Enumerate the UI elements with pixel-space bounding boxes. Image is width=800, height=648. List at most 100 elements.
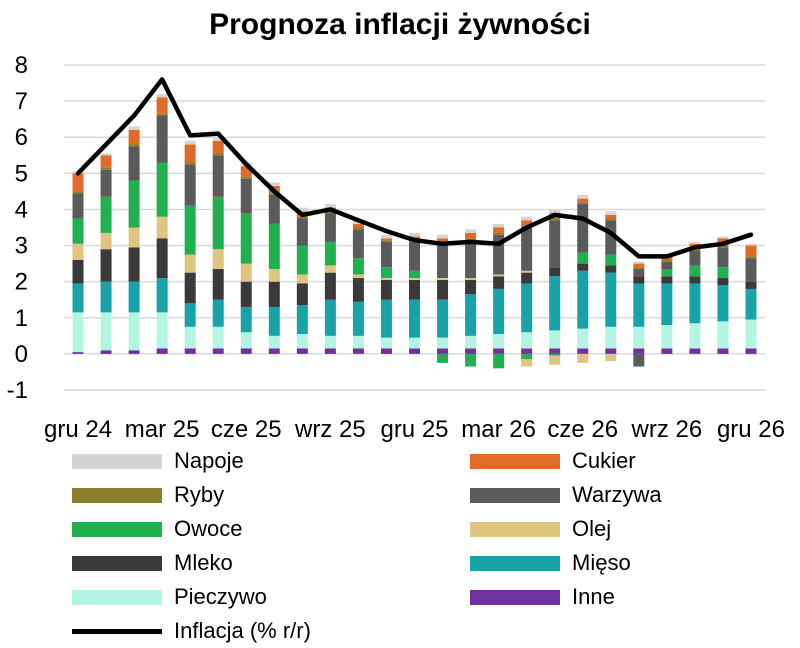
bar-negative-segment-olej bbox=[521, 359, 533, 367]
bar-segment-pieczywo bbox=[268, 335, 280, 349]
bar-segment-inne bbox=[240, 348, 252, 354]
bar-segment-inne bbox=[352, 348, 364, 354]
bar-segment-inne bbox=[128, 350, 140, 354]
bar-segment-mięso bbox=[324, 299, 336, 336]
bar-segment-warzywa bbox=[521, 227, 533, 271]
bar-segment-pieczywo bbox=[549, 330, 561, 349]
y-tick-label: 5 bbox=[15, 160, 28, 187]
bar-negative-segment-olej bbox=[549, 355, 561, 365]
bar-segment-mięso bbox=[577, 270, 589, 329]
bar-segment-owoce bbox=[156, 162, 168, 217]
y-tick-label: 7 bbox=[15, 88, 28, 115]
bar-segment-inne bbox=[521, 348, 533, 354]
bar-segment-pieczywo bbox=[437, 337, 449, 349]
bar-segment-napoje bbox=[156, 93, 168, 98]
bar-segment-ryby bbox=[100, 167, 112, 170]
bar-segment-olej bbox=[184, 254, 196, 273]
bar-segment-mięso bbox=[549, 276, 561, 331]
chart-title: Prognoza inflacji żywności bbox=[209, 8, 591, 41]
bar-segment-pieczywo bbox=[493, 334, 505, 349]
bar-segment-warzywa bbox=[493, 234, 505, 275]
bar-segment-warzywa bbox=[409, 241, 420, 271]
legend-item-pieczywo: Pieczywo bbox=[72, 582, 267, 612]
legend-swatch bbox=[470, 589, 560, 605]
bar-segment-napoje bbox=[296, 207, 308, 212]
bar-segment-inne bbox=[633, 348, 645, 354]
bar-segment-olej bbox=[100, 232, 112, 250]
bar-segment-ryby bbox=[296, 216, 308, 219]
bar-segment-olej bbox=[212, 249, 224, 270]
x-tick-label: cze 26 bbox=[547, 416, 618, 443]
bar-segment-warzywa bbox=[128, 146, 140, 181]
bar-segment-mięso bbox=[240, 306, 252, 333]
legend-label: Inflacja (% r/r) bbox=[174, 618, 311, 643]
legend-item-inflacja: Inflacja (% r/r) bbox=[72, 616, 311, 646]
bar-segment-mięso bbox=[633, 283, 645, 327]
legend-label: Ryby bbox=[174, 482, 225, 507]
bar-segment-ryby bbox=[240, 176, 252, 179]
bar-segment-owoce bbox=[268, 223, 280, 270]
bar-segment-mleko bbox=[380, 279, 392, 300]
bar-negative-segment-owoce bbox=[437, 353, 449, 363]
bar-segment-pieczywo bbox=[352, 335, 364, 349]
bar-segment-pieczywo bbox=[717, 321, 729, 349]
bar-segment-mleko bbox=[352, 278, 364, 302]
bar-segment-warzywa bbox=[100, 169, 112, 197]
bar-segment-inne bbox=[72, 352, 84, 354]
bar-segment-warzywa bbox=[689, 250, 701, 266]
bar-segment-warzywa bbox=[465, 240, 477, 279]
bar-segment-mleko bbox=[409, 279, 420, 300]
legend-item-cukier: Cukier bbox=[470, 446, 636, 476]
bar-segment-napoje bbox=[324, 204, 336, 208]
bar-segment-napoje bbox=[549, 209, 561, 214]
bar-segment-warzywa bbox=[605, 220, 617, 255]
y-tick-label: 8 bbox=[15, 52, 28, 79]
bar-segment-olej bbox=[380, 278, 392, 280]
bar-segment-mleko bbox=[549, 267, 561, 277]
bar-segment-mięso bbox=[100, 281, 112, 313]
bar-segment-mięso bbox=[465, 294, 477, 336]
legend-item-napoje: Napoje bbox=[72, 446, 244, 476]
legend-item-warzywa: Warzywa bbox=[470, 480, 662, 510]
bar-segment-pieczywo bbox=[240, 332, 252, 349]
legend-swatch bbox=[72, 589, 162, 605]
bar-segment-olej bbox=[324, 265, 336, 273]
y-tick-label: 3 bbox=[15, 233, 28, 260]
legend-item-mieso: Mięso bbox=[470, 548, 631, 578]
bar-segment-cukier bbox=[577, 198, 589, 203]
bar-segment-mięso bbox=[661, 283, 673, 325]
bar-segment-warzywa bbox=[156, 115, 168, 163]
bar-segment-warzywa bbox=[380, 241, 392, 268]
legend-swatch bbox=[72, 453, 162, 469]
bar-segment-warzywa bbox=[717, 247, 729, 268]
bar-segment-mleko bbox=[605, 265, 617, 273]
bar-segment-mięso bbox=[689, 283, 701, 324]
bar-segment-napoje bbox=[409, 232, 420, 237]
bar-segment-napoje bbox=[633, 261, 645, 264]
bar-segment-cukier bbox=[100, 155, 112, 168]
bar-segment-mleko bbox=[465, 279, 477, 295]
bar-segment-ryby bbox=[156, 113, 168, 116]
bar-segment-pieczywo bbox=[521, 332, 533, 349]
bar-segment-ryby bbox=[689, 249, 701, 251]
bar-segment-napoje bbox=[577, 195, 589, 199]
inflation-line bbox=[75, 77, 754, 259]
bar-segment-mleko bbox=[128, 247, 140, 282]
bar-segment-ryby bbox=[577, 202, 589, 205]
bar-segment-mleko bbox=[633, 276, 645, 284]
bar-segment-owoce bbox=[717, 267, 729, 279]
bar-segment-mleko bbox=[577, 263, 589, 271]
bar-segment-cukier bbox=[184, 144, 196, 163]
legend-label: Inne bbox=[572, 584, 615, 609]
bar-segment-pieczywo bbox=[605, 326, 617, 349]
x-tick-label: wrz 26 bbox=[631, 416, 703, 443]
bar-segment-warzywa bbox=[352, 229, 364, 259]
bar-segment-mięso bbox=[437, 299, 449, 338]
bar-segment-cukier bbox=[156, 97, 168, 114]
bar-segment-pieczywo bbox=[745, 319, 757, 349]
bar-segment-pieczywo bbox=[465, 335, 477, 349]
bar-segment-warzywa bbox=[577, 204, 589, 253]
bar-segment-mleko bbox=[689, 276, 701, 284]
bar-segment-pieczywo bbox=[324, 335, 336, 349]
legend-label: Pieczywo bbox=[174, 584, 267, 609]
